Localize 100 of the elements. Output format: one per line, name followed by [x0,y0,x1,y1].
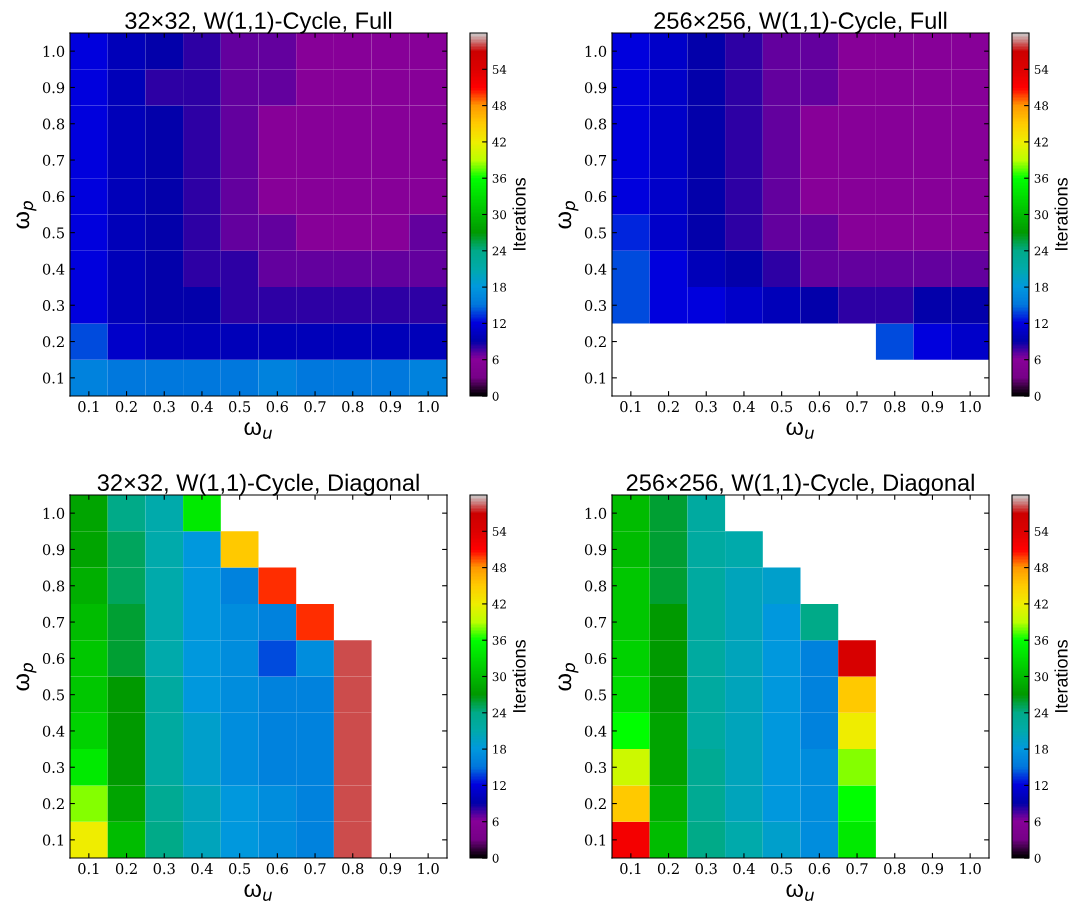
x-tick-label: 0.4 [191,863,213,875]
color-bar-label: 12 [1035,781,1048,790]
x-tick-label: 0.1 [620,401,641,413]
color-bar-label: 36 [492,635,507,645]
color-bar-title: Iterations [512,640,526,712]
y-tick-label: 0.9 [42,82,65,94]
x-tick-label: 0.5 [229,863,251,875]
y-axis-title: ω$_{p}$ [558,663,579,691]
x-tick-label: 0.6 [266,863,289,875]
x-tick-label: 1.0 [960,401,981,413]
y-tick-label: 0.5 [42,227,65,239]
color-bar-label: 30 [1034,672,1049,682]
x-tick-label: 0.5 [771,863,793,875]
y-tick-label: 1.0 [585,45,607,57]
color-bar-label: 18 [493,744,507,754]
x-tick-label: 0.3 [153,401,175,413]
color-bar-label: 54 [492,527,507,536]
x-tick-label: 0.9 [379,863,402,875]
color-bar-label: 36 [1034,635,1049,645]
y-tick-label: 0.6 [584,191,607,203]
y-tick-label: 0.3 [584,299,607,311]
y-axis-title: ω$_{p}$ [558,201,579,229]
color-bar-label: 18 [493,282,507,292]
x-tick-label: 0.9 [379,401,402,413]
color-bar-title: Iterations [1054,178,1068,250]
y-tick-label: 0.1 [42,834,64,846]
color-bar-label: 48 [1034,101,1049,111]
x-tick-label: 0.7 [846,863,868,875]
x-tick-label: 0.9 [921,863,944,875]
y-tick-label: 1.0 [43,45,65,57]
color-bar-label: 18 [1035,282,1049,292]
y-tick-label: 0.2 [42,798,64,810]
x-tick-label: 0.3 [695,863,717,875]
chart-title: 32×32, W(1,1)-Cycle, Diagonal [97,473,419,496]
color-bar-label: 54 [492,65,507,74]
x-tick-label: 0.1 [620,863,641,875]
x-tick-label: 0.8 [342,401,364,413]
color-bar-label: 36 [1034,173,1049,183]
color-bar-label: 24 [492,246,507,256]
chart-title: 256×256, W(1,1)-Cycle, Diagonal [626,473,974,496]
color-bar-label: 6 [492,817,499,827]
x-tick-label: 0.6 [808,401,831,413]
x-tick-label: 0.9 [921,401,944,413]
y-tick-label: 0.9 [42,544,65,556]
color-bar-label: 36 [492,173,507,183]
y-axis-title: ω$_{p}$ [16,201,37,229]
color-bar-label: 6 [492,355,499,365]
x-tick-label: 0.1 [78,863,99,875]
y-tick-label: 0.3 [42,761,65,773]
color-bar-label: 0 [492,391,499,401]
x-tick-label: 0.3 [695,401,717,413]
y-tick-label: 0.6 [42,653,65,665]
y-tick-label: 0.1 [584,372,606,384]
y-tick-label: 0.7 [584,154,607,166]
x-tick-label: 0.6 [808,863,831,875]
y-tick-label: 0.8 [584,118,607,130]
x-tick-label: 0.2 [657,863,679,875]
color-bar-label: 0 [492,853,499,863]
y-tick-label: 0.7 [42,616,65,628]
color-bar-label: 6 [1034,355,1041,365]
color-bar-label: 24 [1034,708,1049,718]
x-tick-label: 0.7 [846,401,868,413]
y-tick-label: 0.4 [42,263,65,275]
y-tick-label: 0.4 [584,263,607,275]
y-tick-label: 0.8 [42,118,65,130]
color-bar-label: 12 [493,319,506,328]
y-tick-label: 0.3 [42,299,65,311]
x-tick-label: 0.3 [153,863,175,875]
x-tick-label: 0.7 [304,863,326,875]
y-tick-label: 0.3 [584,761,607,773]
y-tick-label: 0.2 [584,798,606,810]
x-tick-label: 0.8 [884,863,906,875]
y-tick-label: 0.6 [584,653,607,665]
x-tick-label: 1.0 [960,863,981,875]
y-tick-label: 1.0 [43,507,65,519]
y-tick-label: 1.0 [585,507,607,519]
chart-title: 256×256, W(1,1)-Cycle, Full [654,11,947,34]
x-tick-label: 0.8 [884,401,906,413]
chart-title: 32×32, W(1,1)-Cycle, Full [125,11,392,34]
y-tick-label: 0.5 [584,227,607,239]
color-bar-label: 48 [492,101,507,111]
x-axis-title: ω$_{u}$ [786,884,814,901]
y-tick-label: 0.8 [584,580,607,592]
x-axis-title: ω$_{u}$ [786,422,814,439]
y-tick-label: 0.1 [42,372,64,384]
x-tick-label: 0.5 [229,401,251,413]
y-tick-label: 0.4 [42,725,65,737]
color-bar-label: 30 [492,210,507,220]
x-tick-label: 0.8 [342,863,364,875]
y-tick-label: 0.8 [42,580,65,592]
color-bar-label: 0 [1034,391,1041,401]
x-tick-label: 0.2 [115,401,137,413]
x-tick-label: 0.1 [78,401,99,413]
color-bar-label: 18 [1035,744,1049,754]
x-axis-title: ω$_{u}$ [244,422,272,439]
y-tick-label: 0.2 [42,336,64,348]
y-tick-label: 0.9 [584,544,607,556]
x-tick-label: 0.4 [191,401,213,413]
y-tick-label: 0.9 [584,82,607,94]
y-tick-label: 0.1 [584,834,606,846]
